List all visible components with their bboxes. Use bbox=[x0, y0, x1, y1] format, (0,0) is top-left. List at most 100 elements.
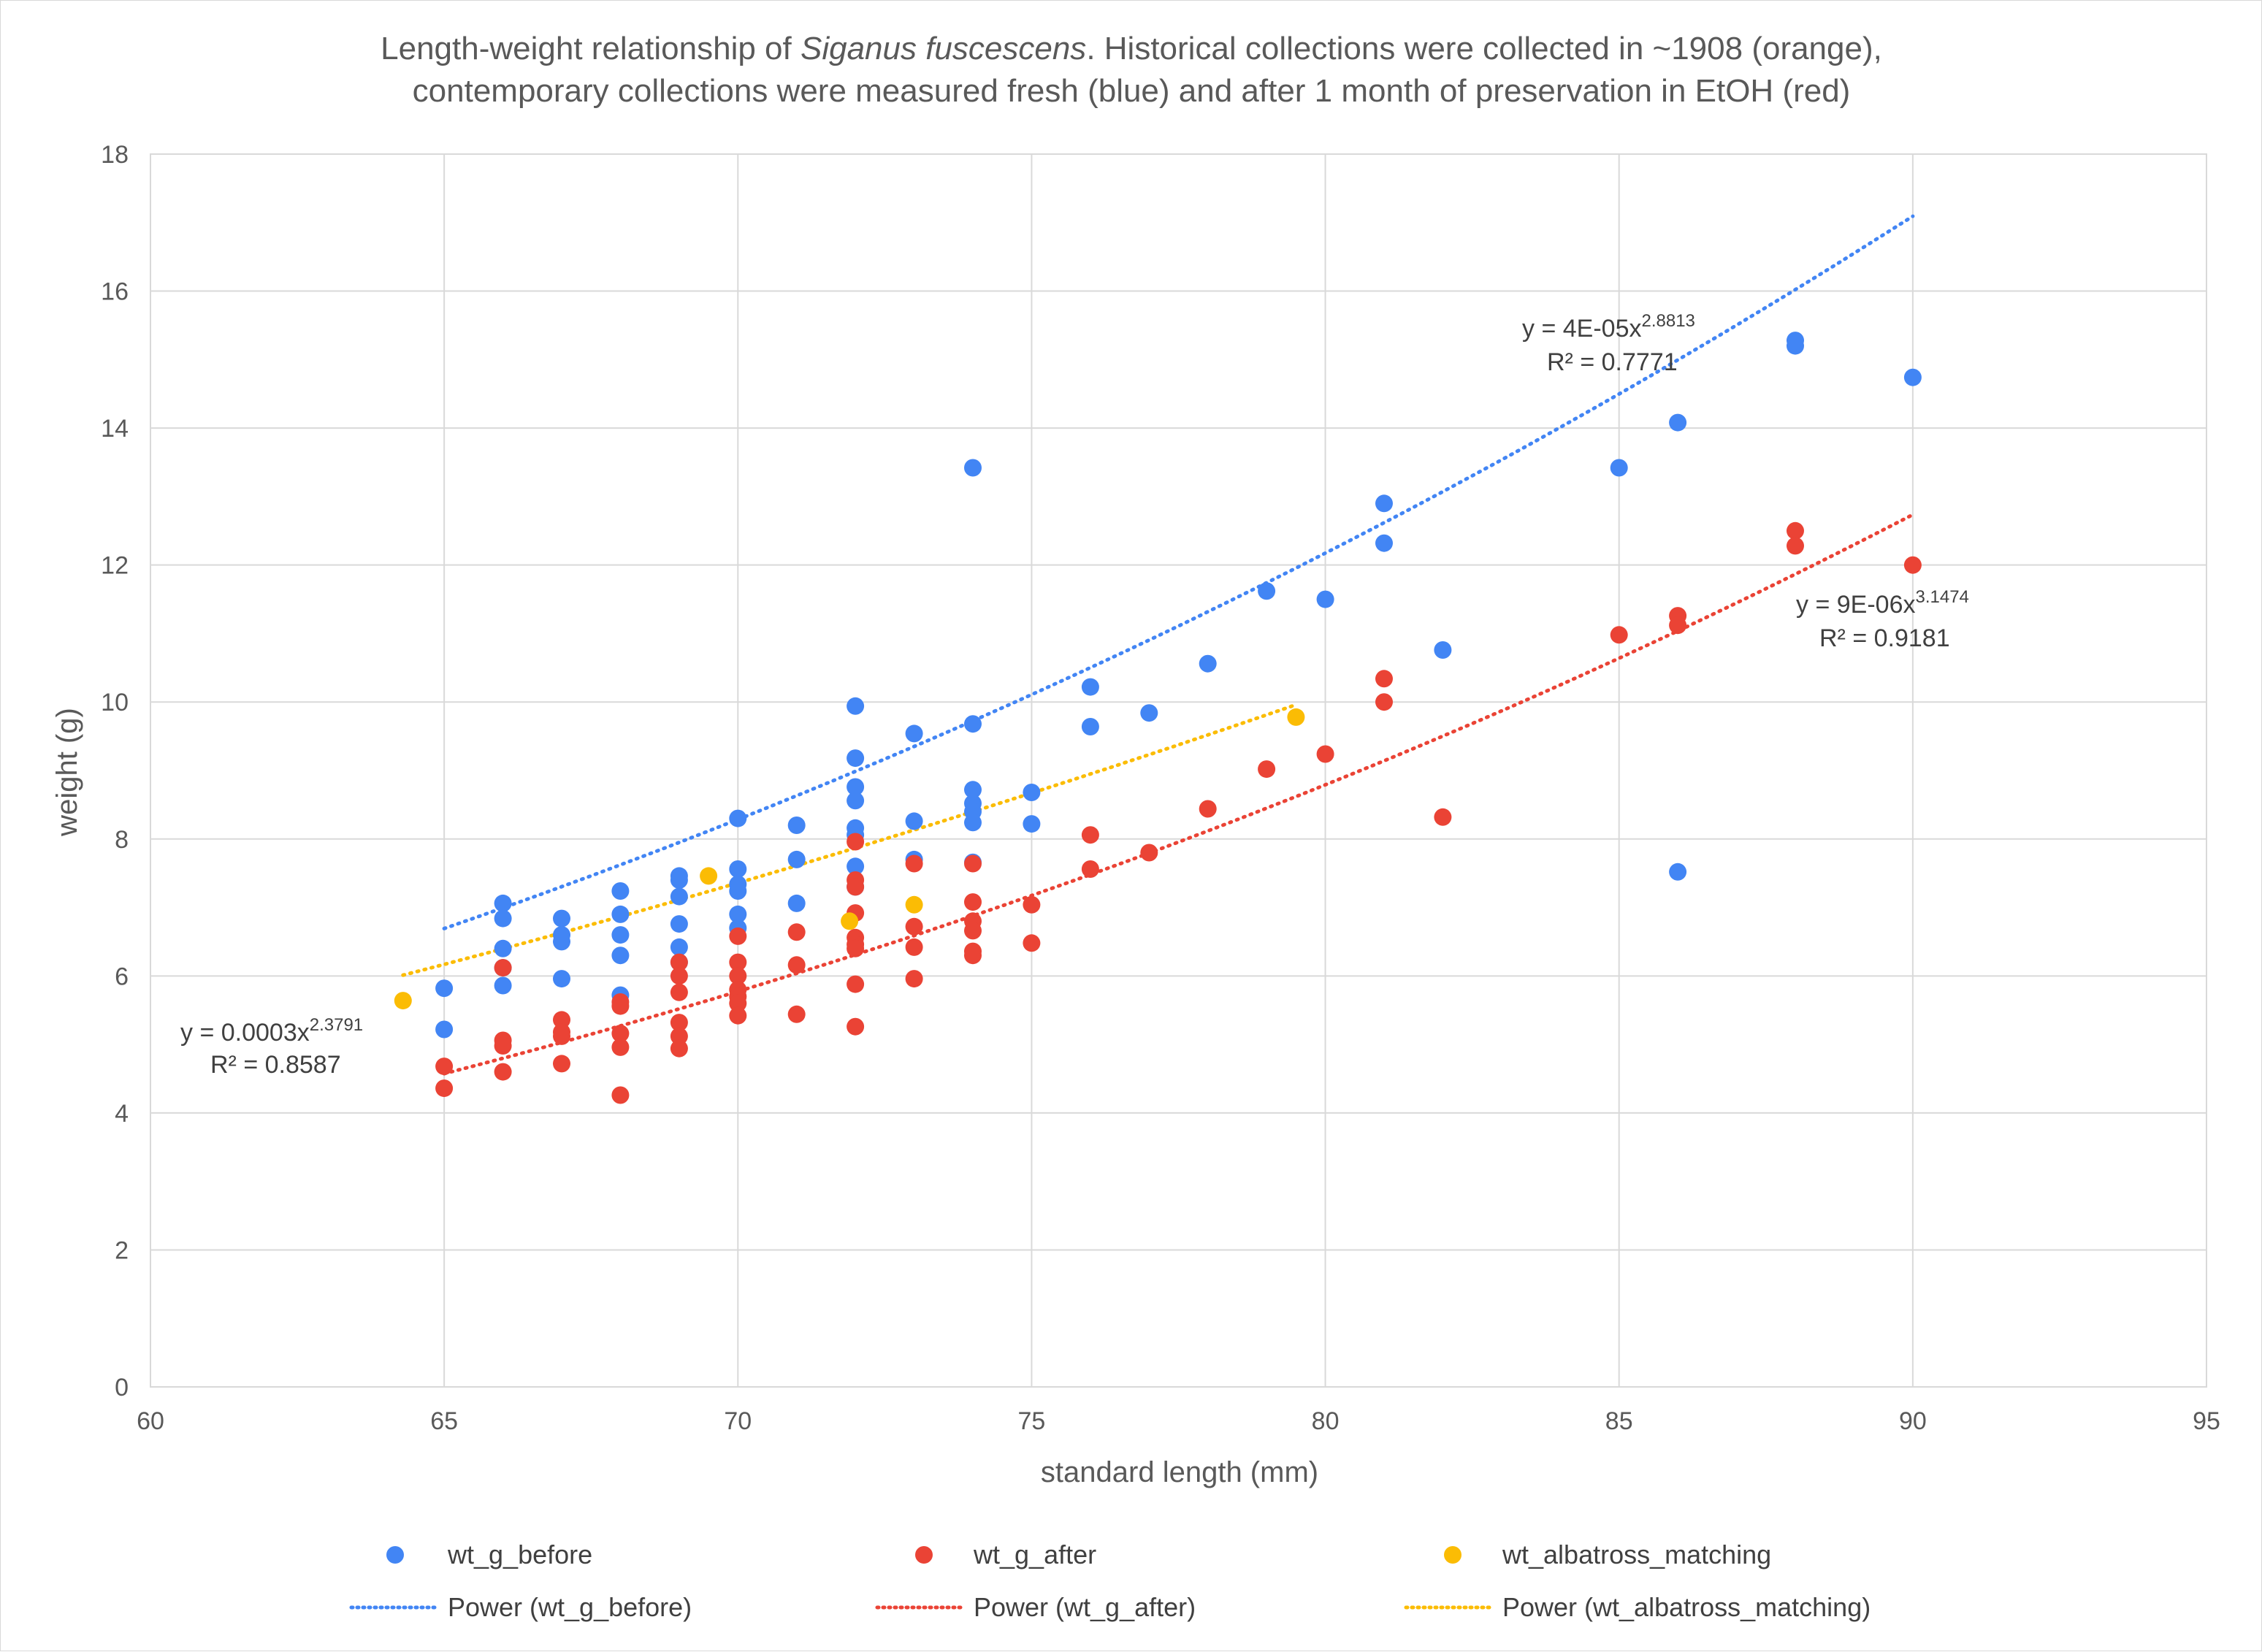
data-point-layer bbox=[394, 332, 1922, 1104]
data-point-wt_g_before bbox=[964, 814, 982, 832]
data-point-wt_g_after bbox=[905, 917, 923, 936]
data-point-wt_g_before bbox=[1669, 863, 1687, 881]
data-point-wt_g_after bbox=[964, 947, 982, 965]
legend-marker-after bbox=[915, 1546, 933, 1564]
data-point-wt_g_after bbox=[905, 938, 923, 956]
legend-item-power-before[interactable]: Power (wt_g_before) bbox=[349, 1592, 692, 1622]
legend-item-wt-g-before[interactable]: wt_g_before bbox=[386, 1540, 592, 1569]
data-point-wt_g_before bbox=[1258, 582, 1276, 600]
data-point-wt_g_after bbox=[1258, 760, 1276, 779]
y-tick-label: 12 bbox=[101, 552, 129, 580]
data-point-wt_g_after bbox=[1610, 626, 1628, 644]
data-point-wt_g_before bbox=[847, 778, 865, 796]
y-tick-label: 4 bbox=[115, 1100, 129, 1128]
data-point-wt_g_before bbox=[435, 1020, 454, 1039]
equation-before: y = 4E-05x2.8813 R² = 0.7771 bbox=[1522, 311, 1695, 376]
data-point-wt_g_before bbox=[670, 871, 688, 889]
data-point-wt_g_after bbox=[729, 967, 747, 985]
legend-item-power-albatross[interactable]: Power (wt_albatross_matching) bbox=[1404, 1592, 1871, 1622]
legend-label-albatross: wt_albatross_matching bbox=[1502, 1540, 1771, 1569]
data-point-wt_g_before bbox=[494, 939, 512, 957]
data-point-wt_g_before bbox=[494, 976, 512, 995]
trendline-1 bbox=[442, 513, 1915, 1076]
chart-title-line2: contemporary collections were measured f… bbox=[413, 73, 1851, 109]
data-point-wt_g_before bbox=[1316, 590, 1334, 608]
data-point-wt_albatross_matching bbox=[905, 895, 923, 914]
data-point-wt_g_before bbox=[1081, 678, 1099, 696]
data-point-wt_g_after bbox=[435, 1079, 454, 1098]
trendline-layer bbox=[401, 214, 1915, 1076]
equation-after-r2: R² = 0.9181 bbox=[1819, 624, 1950, 652]
tick-label-layer: 60 65 70 75 80 85 90 95 0 2 4 6 8 10 12 14 16 18 bbox=[101, 141, 2220, 1435]
y-tick-label: 18 bbox=[101, 141, 129, 169]
chart-title-line1: Length-weight relationship of Siganus fu… bbox=[381, 31, 1882, 66]
grid-layer bbox=[150, 153, 2207, 1388]
data-point-wt_g_after bbox=[553, 1055, 570, 1073]
equation-albatross-r2: R² = 0.8587 bbox=[210, 1051, 341, 1079]
data-point-wt_g_after bbox=[611, 997, 630, 1015]
data-point-wt_g_after bbox=[787, 923, 806, 941]
legend-item-wt-g-after[interactable]: wt_g_after bbox=[915, 1540, 1096, 1569]
x-axis-title: standard length (mm) bbox=[1041, 1456, 1318, 1488]
data-point-wt_g_after bbox=[1434, 808, 1452, 826]
data-point-wt_g_after bbox=[1081, 826, 1099, 844]
data-point-wt_g_before bbox=[670, 887, 688, 906]
y-tick-label: 16 bbox=[101, 278, 129, 306]
data-point-wt_g_after bbox=[964, 893, 982, 911]
data-point-wt_g_after bbox=[611, 1025, 630, 1043]
data-point-wt_g_after bbox=[847, 878, 865, 896]
data-point-wt_g_after bbox=[670, 953, 688, 971]
equation-albatross-main: y = 0.0003x bbox=[180, 1019, 310, 1047]
data-point-wt_g_after bbox=[553, 1027, 570, 1045]
data-point-wt_g_before bbox=[670, 915, 688, 933]
legend-label-power-albatross: Power (wt_albatross_matching) bbox=[1502, 1592, 1871, 1622]
data-point-wt_g_before bbox=[1610, 459, 1628, 477]
equation-before-r2: R² = 0.7771 bbox=[1547, 348, 1678, 376]
data-point-wt_g_after bbox=[847, 833, 865, 851]
chart-title-suffix: . Historical collections were collected … bbox=[1086, 31, 1882, 66]
equation-before-main: y = 4E-05x bbox=[1522, 315, 1641, 343]
data-point-wt_g_after bbox=[905, 854, 923, 873]
data-point-wt_g_before bbox=[729, 882, 747, 900]
data-point-wt_g_after bbox=[787, 956, 806, 974]
data-point-wt_g_before bbox=[1669, 413, 1687, 432]
x-tick-label: 80 bbox=[1312, 1407, 1340, 1435]
x-tick-label: 65 bbox=[430, 1407, 458, 1435]
data-point-wt_g_after bbox=[1787, 521, 1804, 540]
data-point-wt_g_after bbox=[1903, 556, 1922, 574]
data-point-wt_g_after bbox=[670, 1027, 688, 1045]
data-point-wt_g_before bbox=[847, 749, 865, 768]
y-tick-label: 14 bbox=[101, 415, 129, 443]
y-tick-label: 2 bbox=[115, 1236, 129, 1264]
data-point-wt_g_before bbox=[494, 894, 512, 912]
data-point-wt_g_before bbox=[553, 933, 570, 951]
x-tick-label: 60 bbox=[137, 1407, 164, 1435]
data-point-wt_g_before bbox=[905, 724, 923, 743]
data-point-wt_g_before bbox=[787, 817, 806, 834]
data-point-wt_g_before bbox=[494, 909, 512, 928]
data-point-wt_g_after bbox=[964, 922, 982, 940]
data-point-wt_g_before bbox=[553, 909, 570, 928]
data-point-wt_g_before bbox=[611, 905, 630, 923]
y-tick-label: 8 bbox=[115, 826, 129, 854]
equation-after-main: y = 9E-06x bbox=[1796, 591, 1915, 619]
legend-item-power-after[interactable]: Power (wt_g_after) bbox=[875, 1592, 1196, 1622]
data-point-wt_g_before bbox=[964, 459, 982, 477]
data-point-wt_g_before bbox=[611, 882, 630, 900]
data-point-wt_g_before bbox=[1023, 815, 1041, 833]
equation-after-exponent: 3.1474 bbox=[1915, 587, 1968, 607]
legend-item-wt-albatross-matching[interactable]: wt_albatross_matching bbox=[1444, 1540, 1771, 1569]
data-point-wt_albatross_matching bbox=[700, 867, 718, 885]
data-point-wt_g_before bbox=[1140, 704, 1158, 722]
data-point-wt_g_before bbox=[847, 857, 865, 876]
chart-title-prefix: Length-weight relationship of bbox=[381, 31, 801, 66]
data-point-wt_g_before bbox=[787, 850, 806, 868]
data-point-wt_g_after bbox=[729, 953, 747, 971]
data-point-wt_albatross_matching bbox=[841, 912, 859, 930]
data-point-wt_g_before bbox=[729, 860, 747, 878]
svg-text:y = 0.0003x2.3791: y = 0.0003x2.3791 bbox=[180, 1015, 363, 1047]
data-point-wt_g_after bbox=[670, 967, 688, 985]
y-tick-label: 10 bbox=[101, 689, 129, 716]
